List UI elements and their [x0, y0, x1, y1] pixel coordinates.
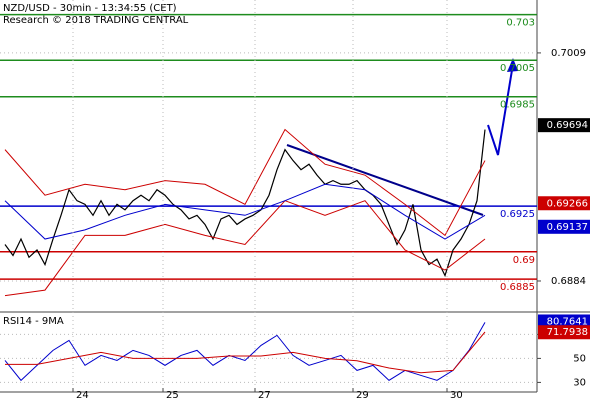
rsi-title: RSI14 - 9MA: [3, 316, 64, 327]
level-label: 0.6885: [500, 282, 535, 293]
y-tick-label: 0.6884: [551, 276, 586, 287]
x-tick-label: 29: [356, 390, 369, 400]
price-tag: [538, 118, 590, 133]
price-tag: [538, 314, 590, 329]
level-label: 0.703: [506, 18, 535, 29]
price-tag: [538, 325, 590, 340]
series-line: [5, 331, 486, 374]
level-label: 0.6925: [500, 209, 535, 220]
price-tag-label: 0.69137: [547, 222, 588, 233]
y-tick-label: 0.7009: [551, 48, 586, 59]
series-line: [4, 128, 486, 237]
y-tick-label: 50: [573, 353, 586, 364]
x-tick-label: 24: [76, 390, 89, 400]
x-tick-label: 27: [258, 390, 271, 400]
y-tick-label: 30: [573, 377, 586, 388]
trend-line: [286, 144, 484, 216]
price-tag-label: 80.7641: [547, 316, 588, 327]
forecast-arrow: [487, 63, 514, 156]
price-tag: [538, 219, 590, 234]
x-tick-label: 25: [166, 390, 179, 400]
x-tick-label: 30: [450, 390, 463, 400]
level-label: 0.7005: [500, 63, 535, 74]
chart-title: NZD/USD - 30min - 13:34:55 (CET): [3, 3, 177, 14]
price-tag-label: 71.7938: [547, 327, 588, 338]
price-tag-label: 0.69266: [547, 198, 588, 209]
series-line: [4, 129, 486, 278]
chart-subtitle: Research © 2018 TRADING CENTRAL: [3, 15, 189, 26]
arrow-head: [507, 58, 518, 72]
price-tag: [538, 196, 590, 211]
price-tag-label: 0.69694: [547, 120, 588, 131]
series-line: [4, 183, 486, 240]
level-label: 0.6985: [500, 100, 535, 111]
level-label: 0.69: [513, 255, 535, 266]
series-line: [4, 200, 486, 297]
